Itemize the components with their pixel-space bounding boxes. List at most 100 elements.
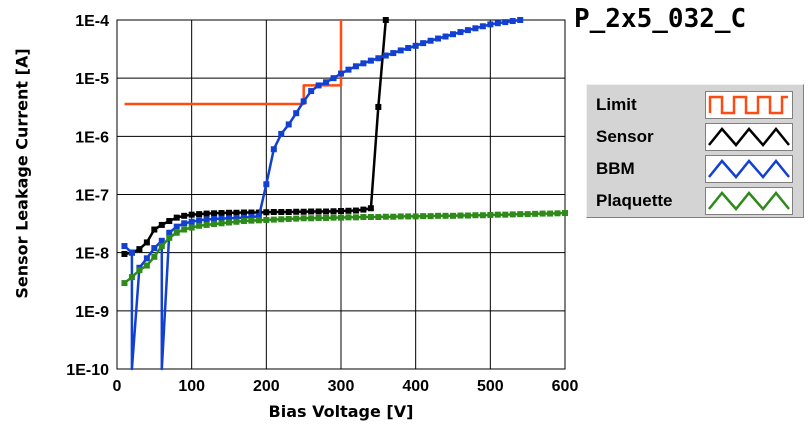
- point-bbm: [181, 220, 188, 227]
- point-bbm: [308, 88, 315, 95]
- legend-label-limit: Limit: [596, 95, 637, 114]
- point-plaquette: [494, 211, 501, 218]
- point-plaquette: [472, 212, 479, 219]
- point-plaquette: [554, 210, 561, 217]
- point-plaquette: [203, 221, 210, 228]
- point-bbm: [338, 70, 344, 77]
- y-tick-label: 1E-8: [75, 246, 109, 263]
- point-sensor: [151, 226, 158, 233]
- point-sensor: [345, 207, 352, 214]
- point-bbm: [435, 35, 442, 42]
- point-plaquette: [218, 220, 225, 227]
- point-bbm: [218, 215, 225, 222]
- point-bbm: [166, 229, 173, 236]
- point-bbm: [226, 215, 232, 222]
- y-tick-label: 1E-9: [75, 304, 109, 321]
- point-bbm: [233, 214, 240, 221]
- point-bbm: [464, 27, 471, 34]
- point-plaquette: [181, 226, 188, 233]
- point-bbm: [263, 181, 270, 188]
- point-plaquette: [509, 211, 516, 218]
- point-bbm: [450, 31, 456, 38]
- point-sensor: [278, 209, 285, 216]
- point-bbm: [502, 19, 509, 26]
- x-tick-label: 500: [477, 378, 504, 395]
- point-plaquette: [323, 214, 330, 221]
- point-sensor: [315, 208, 322, 215]
- point-sensor: [158, 221, 165, 228]
- point-sensor: [338, 208, 344, 215]
- point-bbm: [323, 79, 330, 86]
- point-bbm: [457, 29, 464, 36]
- point-plaquette: [487, 211, 494, 218]
- point-sensor: [360, 206, 367, 213]
- point-bbm: [300, 98, 307, 105]
- point-sensor: [173, 214, 180, 221]
- point-bbm: [472, 25, 479, 32]
- point-plaquette: [121, 280, 128, 287]
- point-bbm: [293, 110, 300, 117]
- point-sensor: [226, 209, 232, 216]
- point-plaquette: [532, 210, 539, 217]
- point-plaquette: [196, 222, 203, 229]
- point-plaquette: [479, 212, 486, 219]
- legend: Limit Sensor BBM Plaque: [586, 84, 804, 218]
- legend-swatch-sensor: [705, 123, 793, 151]
- bbm-triangle-wave-icon: [708, 159, 790, 179]
- point-plaquette: [412, 213, 419, 220]
- point-plaquette: [375, 214, 382, 221]
- plaquette-swatch-line: [708, 191, 790, 211]
- point-plaquette: [293, 215, 300, 222]
- point-plaquette: [270, 216, 277, 223]
- point-sensor: [300, 208, 307, 215]
- point-plaquette: [330, 214, 337, 221]
- point-bbm: [382, 52, 389, 59]
- point-plaquette: [278, 216, 285, 223]
- point-plaquette: [524, 211, 531, 218]
- point-bbm: [487, 21, 494, 28]
- point-plaquette: [188, 224, 195, 231]
- sensor-swatch-line: [708, 127, 790, 147]
- point-bbm: [479, 23, 486, 30]
- point-bbm: [352, 63, 359, 70]
- legend-swatch-plaquette: [705, 187, 793, 215]
- point-bbm: [420, 40, 427, 47]
- point-sensor: [121, 250, 128, 257]
- point-bbm: [278, 130, 285, 137]
- point-bbm: [240, 214, 247, 221]
- point-bbm: [367, 57, 374, 64]
- point-bbm: [143, 255, 150, 262]
- legend-item-limit[interactable]: Limit: [587, 89, 803, 119]
- point-plaquette: [255, 217, 262, 224]
- legend-label-plaquette: Plaquette: [596, 191, 673, 210]
- legend-item-sensor[interactable]: Sensor: [587, 121, 803, 151]
- y-axis-label: Sensor Leakage Current [A]: [12, 48, 32, 299]
- point-sensor: [375, 103, 382, 110]
- y-tick-label: 1E-5: [75, 71, 109, 88]
- point-bbm: [128, 249, 135, 256]
- point-plaquette: [352, 214, 359, 221]
- x-tick-label: 300: [328, 378, 355, 395]
- legend-item-bbm[interactable]: BBM: [587, 153, 803, 183]
- point-plaquette: [345, 214, 352, 221]
- point-plaquette: [367, 214, 374, 221]
- point-sensor: [263, 209, 270, 216]
- point-sensor: [323, 208, 330, 215]
- legend-item-plaquette[interactable]: Plaquette: [587, 185, 803, 215]
- point-sensor: [293, 208, 300, 215]
- x-tick-label: 100: [178, 378, 205, 395]
- point-sensor: [181, 212, 188, 219]
- point-sensor: [352, 207, 359, 214]
- y-tick-labels: 1E-10 1E-9 1E-8 1E-7 1E-6 1E-5 1E-4: [66, 13, 109, 379]
- legend-label-sensor: Sensor: [596, 127, 654, 146]
- point-plaquette: [435, 212, 442, 219]
- point-sensor: [218, 210, 225, 217]
- point-plaquette: [360, 214, 367, 221]
- point-plaquette: [517, 211, 524, 218]
- point-plaquette: [420, 213, 427, 220]
- x-tick-label: 0: [113, 378, 122, 395]
- point-sensor: [330, 208, 337, 215]
- point-bbm: [255, 213, 262, 220]
- x-tick-label: 200: [253, 378, 280, 395]
- chart-title: P_2x5_032_C: [574, 4, 747, 34]
